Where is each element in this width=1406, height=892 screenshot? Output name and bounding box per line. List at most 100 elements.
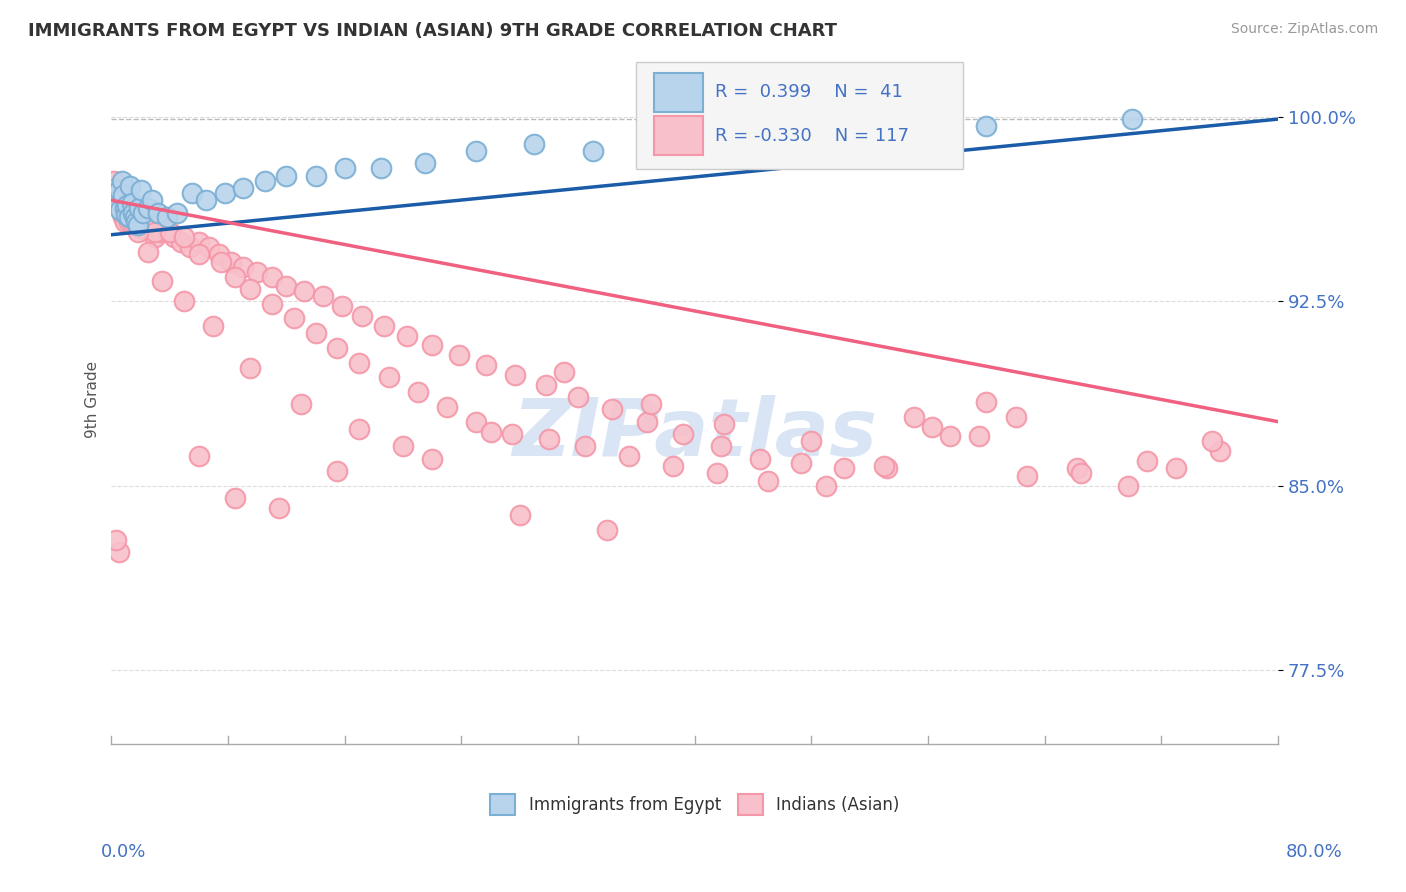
Legend: Immigrants from Egypt, Indians (Asian): Immigrants from Egypt, Indians (Asian) xyxy=(491,795,900,814)
Point xyxy=(166,205,188,219)
Point xyxy=(128,201,150,215)
Point xyxy=(202,318,225,333)
Point xyxy=(330,299,353,313)
Point xyxy=(373,318,395,333)
Point xyxy=(232,260,254,274)
Point xyxy=(349,356,371,370)
Point xyxy=(1201,434,1223,449)
Text: ZIPatlas: ZIPatlas xyxy=(512,395,877,473)
Point xyxy=(104,533,127,547)
Point xyxy=(349,422,371,436)
Point xyxy=(132,205,155,219)
Point xyxy=(114,215,136,229)
Point xyxy=(129,211,152,225)
Point xyxy=(370,161,392,176)
Point xyxy=(118,205,141,219)
Point xyxy=(596,523,619,537)
Point xyxy=(713,417,735,431)
Point xyxy=(198,240,221,254)
Point xyxy=(134,223,156,237)
Point xyxy=(136,201,159,215)
Text: R = -0.330    N = 117: R = -0.330 N = 117 xyxy=(714,127,908,145)
Point xyxy=(582,144,605,158)
Point xyxy=(276,169,298,183)
Point xyxy=(832,461,855,475)
Point xyxy=(269,500,291,515)
Point xyxy=(475,358,498,372)
Point xyxy=(662,458,685,473)
Point xyxy=(413,156,436,170)
Point xyxy=(447,348,470,362)
Point xyxy=(195,194,218,208)
Text: IMMIGRANTS FROM EGYPT VS INDIAN (ASIAN) 9TH GRADE CORRELATION CHART: IMMIGRANTS FROM EGYPT VS INDIAN (ASIAN) … xyxy=(28,22,837,40)
Point xyxy=(239,360,262,375)
Point xyxy=(114,201,136,215)
Point xyxy=(939,429,962,443)
Text: 0.0%: 0.0% xyxy=(101,843,146,861)
Point xyxy=(567,390,589,404)
Point xyxy=(118,215,141,229)
Point xyxy=(976,395,998,409)
Point xyxy=(876,461,898,475)
Point xyxy=(104,181,127,195)
Point xyxy=(640,397,662,411)
Point xyxy=(115,205,138,219)
Point xyxy=(260,296,283,310)
Point xyxy=(111,205,134,219)
Point xyxy=(1164,461,1187,475)
Point xyxy=(127,225,149,239)
Point xyxy=(253,173,276,187)
Point xyxy=(112,194,135,208)
Point xyxy=(232,181,254,195)
Point xyxy=(290,397,312,411)
Point xyxy=(163,230,186,244)
Point xyxy=(208,247,231,261)
Point xyxy=(117,198,139,212)
Point xyxy=(156,223,179,237)
Point xyxy=(156,211,179,225)
Point xyxy=(219,254,242,268)
Point xyxy=(115,208,138,222)
Point xyxy=(118,211,141,225)
Point xyxy=(537,432,560,446)
Point xyxy=(187,449,209,463)
Point xyxy=(127,215,149,229)
Point xyxy=(523,136,546,151)
Point xyxy=(420,338,443,352)
Point xyxy=(436,400,458,414)
Point xyxy=(170,235,193,249)
FancyBboxPatch shape xyxy=(637,62,963,169)
Point xyxy=(1070,467,1092,481)
Point xyxy=(127,218,149,232)
Point xyxy=(125,215,148,229)
Point xyxy=(143,230,166,244)
Point xyxy=(406,385,429,400)
Point xyxy=(111,173,134,187)
Point xyxy=(103,173,125,187)
Point xyxy=(967,429,990,443)
Point xyxy=(903,409,925,424)
Point xyxy=(224,491,246,505)
Point xyxy=(706,467,728,481)
Point xyxy=(1017,468,1039,483)
Point xyxy=(129,183,152,197)
Point xyxy=(727,132,749,146)
Point xyxy=(124,211,146,225)
Point xyxy=(138,220,160,235)
Point xyxy=(505,368,527,382)
Point xyxy=(122,208,145,222)
Point xyxy=(873,458,896,473)
Point xyxy=(790,457,813,471)
FancyBboxPatch shape xyxy=(654,73,703,112)
Point xyxy=(1116,478,1139,492)
Point xyxy=(179,240,201,254)
Point xyxy=(617,449,640,463)
Point xyxy=(509,508,531,523)
Point xyxy=(465,415,488,429)
Point xyxy=(1209,444,1232,458)
Point xyxy=(108,198,131,212)
Point xyxy=(756,474,779,488)
Point xyxy=(921,419,943,434)
Point xyxy=(501,427,523,442)
Point xyxy=(636,415,658,429)
